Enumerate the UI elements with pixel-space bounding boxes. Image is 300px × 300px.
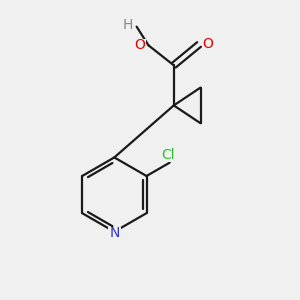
Text: O: O	[202, 38, 213, 52]
FancyBboxPatch shape	[134, 39, 146, 52]
FancyBboxPatch shape	[202, 38, 214, 51]
Text: O: O	[134, 38, 145, 52]
Text: H: H	[123, 18, 134, 32]
FancyBboxPatch shape	[108, 227, 121, 240]
Text: Cl: Cl	[161, 148, 175, 162]
FancyBboxPatch shape	[122, 19, 134, 32]
FancyBboxPatch shape	[159, 149, 177, 162]
Text: N: N	[109, 226, 119, 240]
